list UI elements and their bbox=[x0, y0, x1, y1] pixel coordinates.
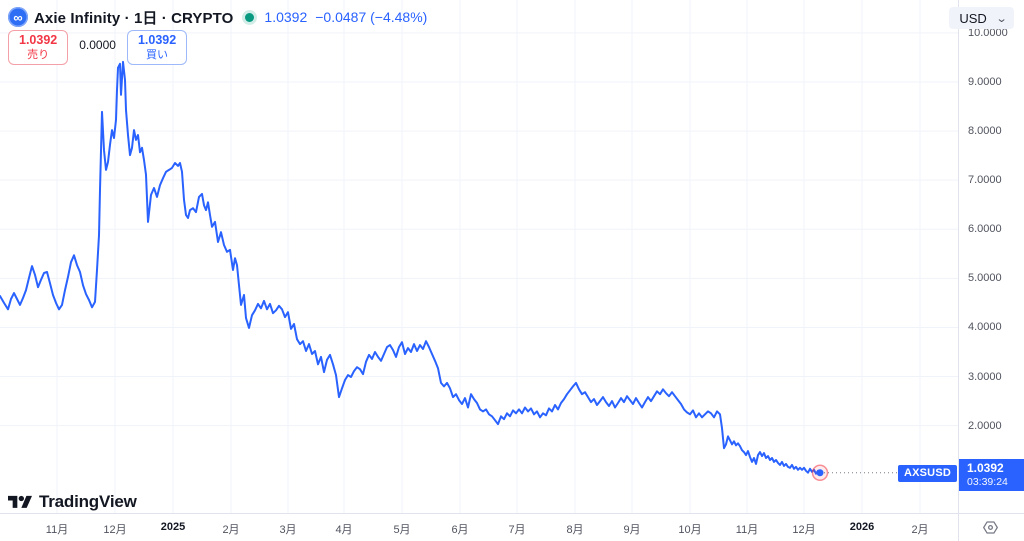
time-axis-tick-label: 2月 bbox=[911, 524, 929, 536]
time-axis-tick-label: 3月 bbox=[279, 524, 297, 536]
currency-selector[interactable]: USD ⌄ bbox=[949, 7, 1014, 29]
quote-readout: 1.0392 −0.0487 (−4.48%) bbox=[264, 9, 427, 25]
bar-countdown: 03:39:24 bbox=[967, 475, 1008, 488]
symbol-header: ∞ Axie Infinity · 1日 · CRYPTO 1.0392 −0.0… bbox=[8, 6, 427, 28]
chevron-down-icon: ⌄ bbox=[995, 12, 1008, 25]
time-axis-tick-label: 2026 bbox=[849, 521, 875, 533]
price-axis-tick-label: 8.0000 bbox=[968, 125, 1002, 138]
buy-price: 1.0392 bbox=[137, 33, 177, 47]
time-axis-tick-label: 12月 bbox=[792, 524, 816, 536]
last-price-label: 1.0392 03:39:24 bbox=[959, 458, 1024, 492]
axie-infinity-logo-icon: ∞ bbox=[8, 7, 28, 27]
price-axis[interactable]: 1.0392 03:39:24 10.0000 9.0000 8.0000 7.000… bbox=[959, 0, 1024, 513]
quote-last-price: 1.0392 bbox=[264, 9, 308, 25]
trade-panel: 1.0392 売り 0.0000 1.0392 買い bbox=[8, 30, 188, 66]
sell-label: 売り bbox=[27, 48, 50, 61]
time-axis-separator bbox=[0, 513, 1024, 514]
time-axis-tick-label: 12月 bbox=[103, 524, 127, 536]
sell-button[interactable]: 1.0392 売り bbox=[8, 30, 69, 66]
time-axis[interactable]: 11月 12月 2025 2月 3月 4月 5月 6月 7月 8月 9月 10月 11月 12月 2026 2… bbox=[0, 514, 958, 541]
price-axis-tick-label: 9.0000 bbox=[968, 75, 1002, 88]
time-axis-tick-label: 5月 bbox=[393, 524, 411, 536]
price-axis-separator bbox=[958, 0, 959, 541]
price-axis-tick-label: 3.0000 bbox=[968, 370, 1002, 383]
price-axis-tick-label: 7.0000 bbox=[968, 174, 1002, 187]
spread-value: 0.0000 bbox=[79, 38, 116, 52]
time-axis-tick-label: 2025 bbox=[160, 521, 186, 533]
price-axis-tick-label: 2.0000 bbox=[968, 419, 1002, 432]
currency-selected-value: USD bbox=[959, 10, 987, 26]
price-axis-tick-label: 6.0000 bbox=[968, 223, 1002, 236]
tradingview-logo-icon bbox=[8, 495, 32, 508]
symbol-badge: AXSUSD bbox=[897, 464, 957, 482]
time-axis-tick-label: 9月 bbox=[623, 524, 641, 536]
time-axis-tick-label: 6月 bbox=[451, 524, 469, 536]
buy-button[interactable]: 1.0392 買い bbox=[126, 30, 188, 66]
last-price-value: 1.0392 bbox=[967, 460, 1004, 475]
time-axis-tick-label: 11月 bbox=[735, 524, 759, 536]
sell-price: 1.0392 bbox=[19, 33, 58, 47]
price-axis-tick-label: 10.0000 bbox=[968, 26, 1008, 39]
symbol-title[interactable]: Axie Infinity · 1日 · CRYPTO bbox=[34, 9, 234, 27]
time-axis-tick-label: 11月 bbox=[45, 524, 69, 536]
price-axis-tick-label: 4.0000 bbox=[968, 321, 1002, 334]
last-price-dot-icon bbox=[816, 469, 824, 477]
buy-label: 買い bbox=[146, 48, 169, 61]
market-status-icon bbox=[245, 12, 255, 22]
axis-settings-gear-icon[interactable] bbox=[982, 519, 999, 536]
time-axis-tick-label: 2月 bbox=[222, 524, 240, 536]
time-axis-tick-label: 7月 bbox=[508, 524, 526, 536]
time-axis-tick-label: 10月 bbox=[678, 524, 702, 536]
time-axis-tick-label: 8月 bbox=[566, 524, 584, 536]
tradingview-brand-text: TradingView bbox=[39, 492, 137, 511]
quote-change: −0.0487 (−4.48%) bbox=[315, 9, 428, 25]
time-axis-tick-label: 4月 bbox=[335, 524, 353, 536]
price-line-series bbox=[0, 60, 821, 475]
tradingview-attribution-link[interactable]: TradingView bbox=[8, 492, 137, 512]
price-axis-tick-label: 5.0000 bbox=[968, 272, 1002, 285]
